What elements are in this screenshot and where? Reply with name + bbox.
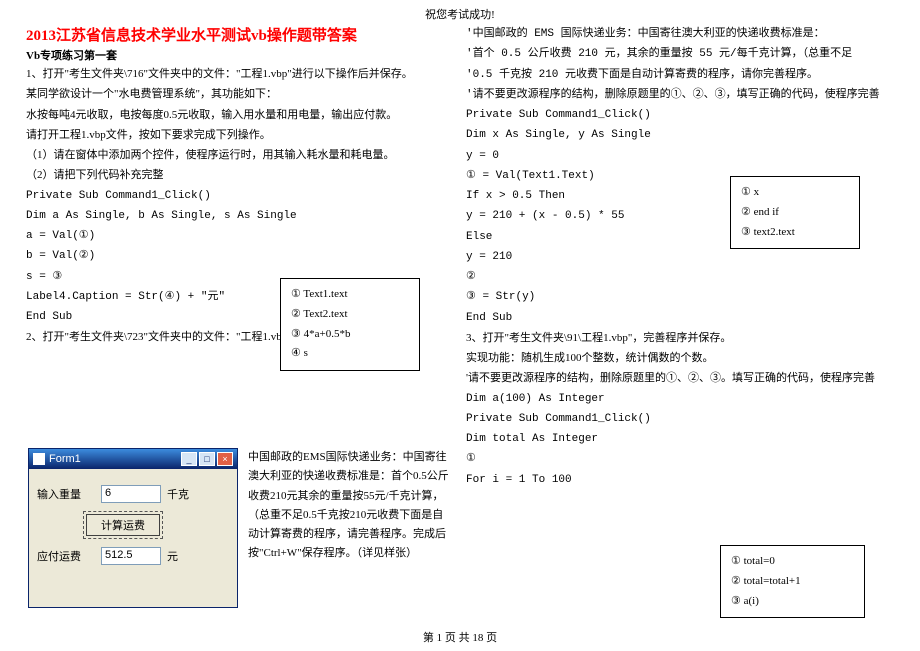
row-fee: 应付运费 512.5 元: [37, 547, 229, 565]
c9: ②: [466, 268, 894, 287]
r4: '请不要更改源程序的结构，删除原题里的①、②、③，填写正确的代码，使程序完善: [466, 86, 894, 105]
code1-l1: Private Sub Command1_Click(): [26, 187, 454, 206]
c11: End Sub: [466, 309, 894, 328]
ans3-l1: ① total=0: [731, 552, 854, 572]
left-column: 2013江苏省信息技术学业水平测试vb操作题带答案 Vb专项练习第一套 1、打开…: [20, 24, 460, 491]
right-column: '中国邮政的 EMS 国际快递业务：中国寄往澳大利亚的快递收费标准是： '首个 …: [460, 24, 900, 491]
ans1-l1: ① Text1.text: [291, 285, 409, 305]
minimize-button[interactable]: _: [181, 452, 197, 466]
label-weight: 输入重量: [37, 486, 101, 502]
c3: y = 0: [466, 147, 894, 166]
close-button[interactable]: ×: [217, 452, 233, 466]
form1-icon: [33, 453, 45, 465]
c12: Dim a(100) As Integer: [466, 390, 894, 409]
form1-titlebar[interactable]: Form1 _ □ ×: [29, 449, 237, 469]
code1-l3: a = Val(①): [26, 227, 454, 246]
unit-fee: 元: [167, 548, 178, 564]
q1-desc1: 某同学欲设计一个"水电费管理系统"，其功能如下：: [26, 85, 454, 104]
c8: y = 210: [466, 248, 894, 267]
ans1-l3: ③ 4*a+0.5*b: [291, 325, 409, 345]
q3-note: '请不要更改源程序的结构，删除原题里的①、②、③。填写正确的代码，使程序完善: [466, 369, 894, 388]
ans2-l3: ③ text2.text: [741, 223, 849, 243]
ans1-l4: ④ s: [291, 344, 409, 364]
page-footer: 第 1 页 共 18 页: [0, 629, 920, 645]
answer-box-3: ① total=0 ② total=total+1 ③ a(i): [720, 545, 865, 618]
header-wish: 祝您考试成功!: [0, 0, 920, 24]
q1-step2: （2）请把下列代码补充完整: [26, 166, 454, 185]
ans2-l1: ① x: [741, 183, 849, 203]
set-title: Vb专项练习第一套: [26, 47, 454, 63]
c10: ③ = Str(y): [466, 288, 894, 307]
form1-body: 输入重量 6 千克 计算运费 应付运费 512.5 元: [29, 469, 237, 581]
ans1-l2: ② Text2.text: [291, 305, 409, 325]
row-weight: 输入重量 6 千克: [37, 485, 229, 503]
r2: '首个 0.5 公斤收费 210 元，其余的重量按 55 元/每千克计算，（总重…: [466, 45, 894, 64]
maximize-button[interactable]: □: [199, 452, 215, 466]
output-fee[interactable]: 512.5: [101, 547, 161, 565]
q3-open: 3、打开"考生文件夹\91\工程1.vbp"，完善程序并保存。: [466, 329, 894, 348]
c17: For i = 1 To 100: [466, 471, 894, 490]
answer-box-1: ① Text1.text ② Text2.text ③ 4*a+0.5*b ④ …: [280, 278, 420, 371]
q1-desc2: 水按每吨4元收取，电按每度0.5元收取，输入用水量和用电量，输出应付款。: [26, 106, 454, 125]
c14: Private Sub Command1_Click(): [466, 410, 894, 429]
window-buttons: _ □ ×: [181, 452, 233, 466]
columns: 2013江苏省信息技术学业水平测试vb操作题带答案 Vb专项练习第一套 1、打开…: [0, 24, 920, 491]
q2-description: 中国邮政的EMS国际快递业务：中国寄往澳大利亚的快递收费标准是：首个0.5公斤收…: [248, 448, 450, 564]
code1-l4: b = Val(②): [26, 247, 454, 266]
ans2-l2: ② end if: [741, 203, 849, 223]
form1-window: Form1 _ □ × 输入重量 6 千克 计算运费 应付运费 512.5 元: [28, 448, 238, 608]
ans3-l2: ② total=total+1: [731, 572, 854, 592]
input-weight[interactable]: 6: [101, 485, 161, 503]
r3: '0.5 千克按 210 元收费下面是自动计算寄费的程序，请你完善程序。: [466, 66, 894, 85]
q3-func: 实现功能：随机生成100个整数，统计偶数的个数。: [466, 349, 894, 368]
unit-weight: 千克: [167, 486, 189, 502]
calc-button[interactable]: 计算运费: [86, 514, 160, 536]
ans3-l3: ③ a(i): [731, 592, 854, 612]
doc-title: 2013江苏省信息技术学业水平测试vb操作题带答案: [26, 24, 454, 45]
c2: Dim x As Single, y As Single: [466, 126, 894, 145]
answer-box-2: ① x ② end if ③ text2.text: [730, 176, 860, 249]
q1-step1: （1）请在窗体中添加两个控件，使程序运行时，用其输入耗水量和耗电量。: [26, 146, 454, 165]
label-fee: 应付运费: [37, 548, 101, 564]
q1-desc3: 请打开工程1.vbp文件，按如下要求完成下列操作。: [26, 126, 454, 145]
form1-title: Form1: [49, 453, 81, 465]
r1: '中国邮政的 EMS 国际快递业务：中国寄往澳大利亚的快递收费标准是：: [466, 25, 894, 44]
c15: Dim total As Integer: [466, 430, 894, 449]
calc-selection: 计算运费: [83, 511, 163, 539]
c16: ①: [466, 450, 894, 469]
q1-open: 1、打开"考生文件夹\716"文件夹中的文件："工程1.vbp"进行以下操作后并…: [26, 65, 454, 84]
c1: Private Sub Command1_Click(): [466, 106, 894, 125]
code1-l2: Dim a As Single, b As Single, s As Singl…: [26, 207, 454, 226]
